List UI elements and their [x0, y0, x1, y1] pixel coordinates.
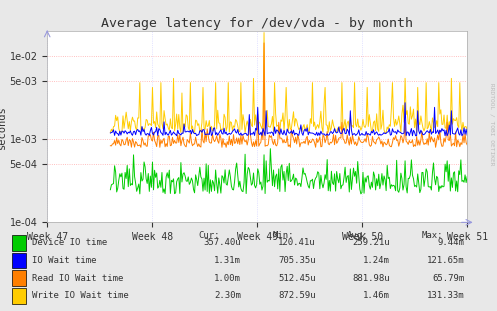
Text: 259.21u: 259.21u	[352, 238, 390, 247]
Text: 872.59u: 872.59u	[278, 291, 316, 300]
Text: Device IO time: Device IO time	[32, 238, 107, 247]
Bar	[12, 235, 26, 251]
Text: 1.46m: 1.46m	[363, 291, 390, 300]
Text: 120.41u: 120.41u	[278, 238, 316, 247]
Text: 1.00m: 1.00m	[214, 274, 241, 283]
Text: Avg:: Avg:	[347, 231, 369, 240]
Text: IO Wait time: IO Wait time	[32, 256, 97, 265]
Text: 121.65m: 121.65m	[427, 256, 465, 265]
Text: 512.45u: 512.45u	[278, 274, 316, 283]
Text: 2.30m: 2.30m	[214, 291, 241, 300]
Text: 357.40u: 357.40u	[203, 238, 241, 247]
Text: 65.79m: 65.79m	[432, 274, 465, 283]
Text: Read IO Wait time: Read IO Wait time	[32, 274, 124, 283]
Text: 881.98u: 881.98u	[352, 274, 390, 283]
Y-axis label: seconds: seconds	[0, 105, 7, 149]
Bar	[12, 288, 26, 304]
Text: Write IO Wait time: Write IO Wait time	[32, 291, 129, 300]
Text: 705.35u: 705.35u	[278, 256, 316, 265]
Text: 1.31m: 1.31m	[214, 256, 241, 265]
Text: Max:: Max:	[421, 231, 443, 240]
Text: 131.33m: 131.33m	[427, 291, 465, 300]
Text: Cur:: Cur:	[198, 231, 220, 240]
Bar	[12, 270, 26, 286]
Text: 1.24m: 1.24m	[363, 256, 390, 265]
Title: Average latency for /dev/vda - by month: Average latency for /dev/vda - by month	[101, 17, 413, 30]
Text: Min:: Min:	[272, 231, 294, 240]
Bar	[12, 253, 26, 268]
Text: 9.44m: 9.44m	[438, 238, 465, 247]
Text: RRDTOOL / TOBI OETIKER: RRDTOOL / TOBI OETIKER	[490, 83, 495, 166]
